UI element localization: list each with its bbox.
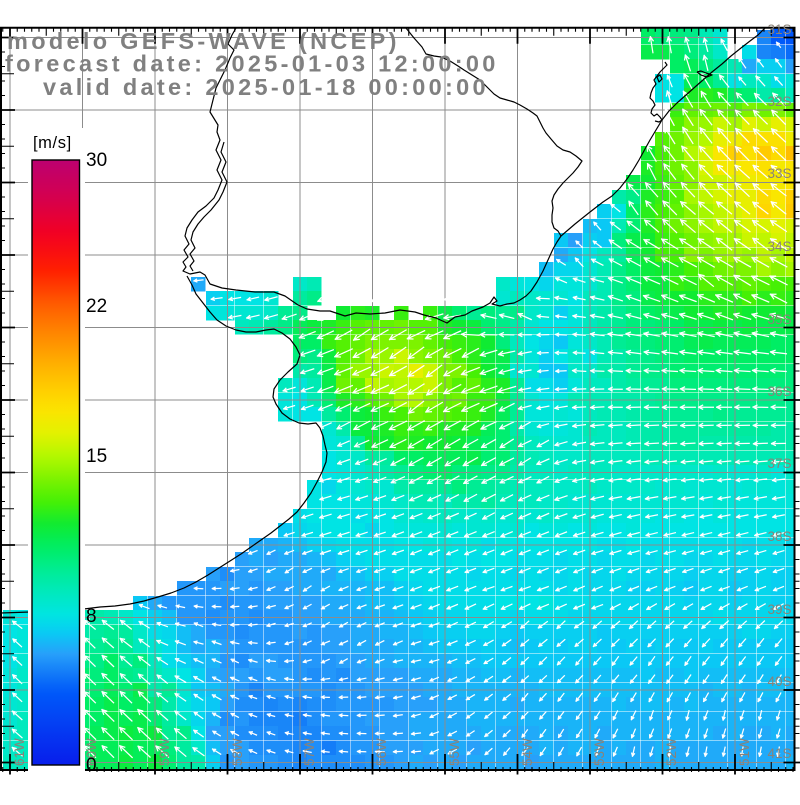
svg-text:30: 30 [86, 150, 107, 171]
svg-text:39S: 39S [767, 602, 791, 617]
svg-text:61W: 61W [12, 738, 27, 766]
svg-text:15: 15 [86, 446, 107, 467]
svg-text:54W: 54W [520, 738, 535, 766]
svg-text:58W: 58W [230, 738, 245, 766]
svg-text:41S: 41S [767, 746, 791, 761]
svg-text:32S: 32S [767, 94, 791, 109]
svg-text:31S: 31S [767, 22, 791, 37]
svg-text:22: 22 [86, 296, 107, 317]
svg-text:51W: 51W [737, 738, 752, 766]
svg-text:37S: 37S [767, 456, 791, 471]
svg-text:59W: 59W [157, 738, 172, 766]
svg-text:valid date: 2025-01-18 00:00:0: valid date: 2025-01-18 00:00:00 [43, 74, 489, 100]
svg-text:[m/s]: [m/s] [33, 134, 72, 152]
svg-text:38S: 38S [767, 529, 791, 544]
svg-text:forecast date: 2025-01-03 12:0: forecast date: 2025-01-03 12:00:00 [5, 51, 499, 77]
svg-text:36S: 36S [767, 384, 791, 399]
svg-text:53W: 53W [592, 738, 607, 766]
svg-text:0: 0 [86, 755, 97, 776]
svg-text:57W: 57W [302, 738, 317, 766]
svg-text:52W: 52W [664, 738, 679, 766]
svg-text:34S: 34S [767, 239, 791, 254]
svg-text:35S: 35S [767, 312, 791, 327]
svg-text:56W: 56W [374, 738, 389, 766]
svg-text:55W: 55W [447, 738, 462, 766]
svg-text:8: 8 [86, 606, 97, 627]
svg-text:33S: 33S [767, 166, 791, 181]
svg-text:40S: 40S [767, 674, 791, 689]
